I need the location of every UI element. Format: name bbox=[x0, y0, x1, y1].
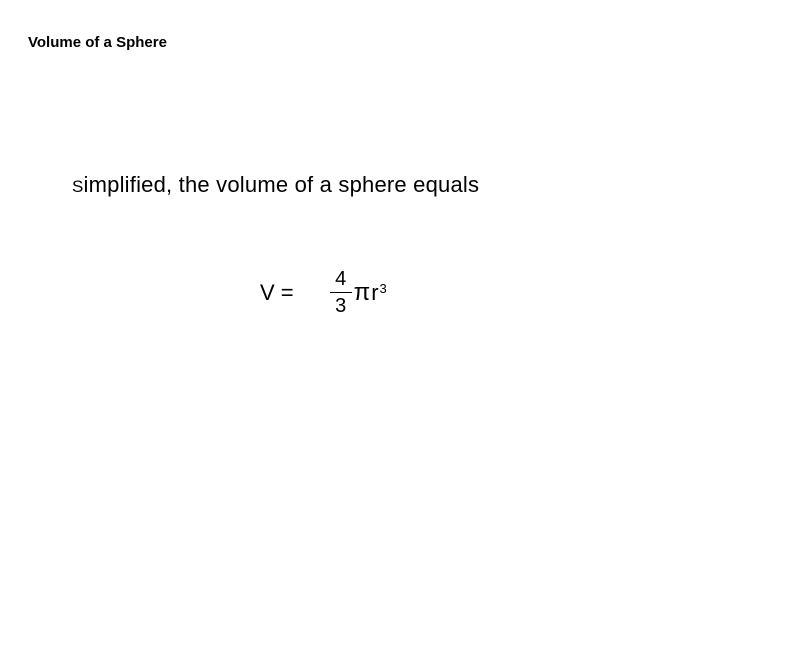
intro-text: Simplified, the volume of a sphere equal… bbox=[72, 172, 479, 198]
volume-formula: V = 4 3 π r 3 bbox=[260, 268, 387, 317]
fraction: 4 3 bbox=[330, 268, 352, 317]
variable-r: r bbox=[371, 280, 378, 306]
pi-symbol: π bbox=[354, 281, 371, 305]
exponent-3: 3 bbox=[380, 281, 387, 296]
formula-rhs: π r 3 bbox=[354, 280, 387, 306]
intro-rest: implified, the volume of a sphere equals bbox=[84, 172, 480, 197]
formula-lhs: V = bbox=[260, 280, 294, 306]
intro-lead-char: S bbox=[72, 177, 84, 196]
slide-title: Volume of a Sphere bbox=[28, 34, 167, 51]
fraction-denominator: 3 bbox=[333, 293, 348, 317]
fraction-numerator: 4 bbox=[333, 268, 348, 292]
slide: Volume of a Sphere Simplified, the volum… bbox=[0, 0, 800, 657]
